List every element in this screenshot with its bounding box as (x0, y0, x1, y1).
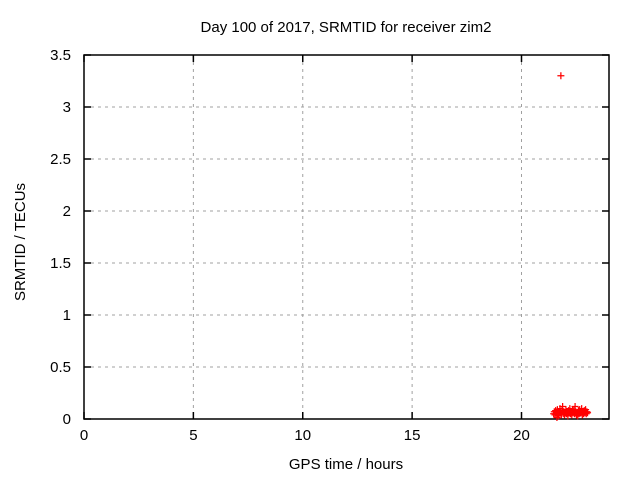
y-tick-label: 3 (63, 99, 71, 116)
y-tick-label: 2.5 (50, 151, 71, 168)
x-tick-label: 20 (513, 427, 530, 444)
tick-labels-layer: 0 5 10 15 20 0 0.5 1 1.5 2 2.5 3 3.5 (50, 47, 530, 444)
data-point-plus-marker (583, 408, 591, 416)
data-points-layer (550, 72, 592, 421)
x-axis-label: GPS time / hours (289, 456, 403, 473)
data-point-plus-marker (571, 403, 579, 411)
y-tick-label: 1 (63, 307, 71, 324)
y-tick-label: 1.5 (50, 255, 71, 272)
data-point-plus-marker (557, 72, 565, 80)
axis-ticks-layer (83, 54, 609, 420)
data-point-plus-marker (559, 403, 567, 411)
y-tick-label: 0.5 (50, 359, 71, 376)
y-tick-label: 2 (63, 203, 71, 220)
chart-title: Day 100 of 2017, SRMTID for receiver zim… (201, 19, 492, 36)
y-axis-label: SRMTID / TECUs (12, 183, 29, 301)
plot-border (83, 54, 610, 420)
y-tick-label: 3.5 (50, 47, 71, 64)
x-tick-label: 0 (80, 427, 88, 444)
y-tick-label: 0 (63, 411, 71, 428)
data-point-plus-marker (584, 409, 592, 417)
x-tick-label: 5 (189, 427, 197, 444)
gridlines-layer (84, 55, 609, 419)
x-tick-label: 10 (294, 427, 311, 444)
x-tick-label: 15 (404, 427, 421, 444)
